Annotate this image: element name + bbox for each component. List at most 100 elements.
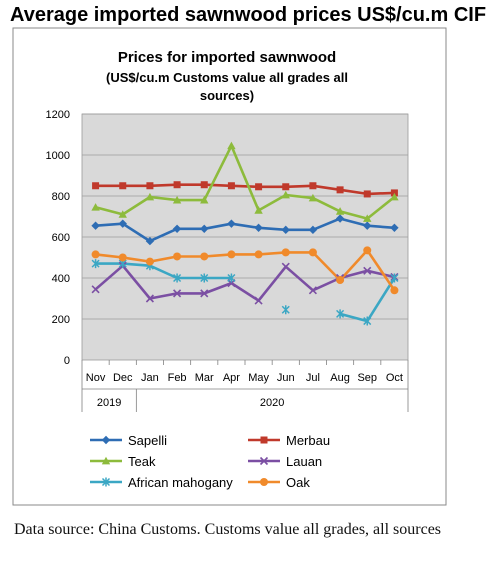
data-point-oak — [91, 250, 100, 259]
data-point-oak — [227, 250, 236, 259]
data-point-teak — [308, 193, 318, 202]
data-point-sapelli — [363, 221, 372, 230]
data-point-teak — [172, 195, 182, 204]
series-line-sapelli — [95, 217, 395, 243]
x-tick-label: Mar — [195, 372, 214, 384]
chart-title: Prices for imported sawnwood — [118, 49, 336, 66]
data-point-merbau — [227, 182, 235, 190]
legend-marker-lauan — [259, 456, 269, 466]
data-point-merbau — [173, 181, 181, 189]
data-point-lauan — [308, 286, 317, 295]
data-point-sapelli — [254, 223, 263, 232]
y-tick-label: 1200 — [46, 109, 70, 121]
line-chart: Prices for imported sawnwood (US$/cu.m C… — [12, 27, 447, 506]
legend-label-merbau: Merbau — [286, 433, 330, 448]
data-point-teak — [335, 207, 345, 215]
page-heading: Average imported sawnwood prices US$/cu.… — [10, 4, 486, 26]
data-point-sapelli — [200, 224, 209, 233]
data-point-teak — [390, 192, 399, 201]
x-tick-label: Sep — [357, 372, 377, 384]
data-point-african-mahogany — [91, 259, 100, 269]
data-point-teak — [118, 210, 127, 218]
x-tick-label: Feb — [168, 372, 187, 384]
x-tick-label: Jul — [306, 372, 320, 384]
year-label: 2019 — [97, 397, 121, 409]
data-point-oak — [173, 252, 182, 261]
data-source-note: Data source: China Customs. Customs valu… — [14, 521, 442, 538]
data-point-oak — [200, 252, 209, 261]
data-point-oak — [254, 250, 263, 259]
chart-subtitle-line-1: (US$/cu.m Customs value all grades all — [106, 70, 348, 85]
data-point-merbau — [255, 183, 263, 191]
data-point-lauan — [200, 289, 209, 298]
data-point-teak — [227, 141, 236, 150]
legend-marker-teak — [101, 456, 111, 465]
x-tick-label: Dec — [113, 372, 133, 384]
data-point-lauan — [91, 285, 100, 294]
data-point-oak — [145, 257, 154, 266]
data-point-lauan — [281, 262, 290, 271]
legend-marker-african-mahogany — [101, 477, 111, 487]
data-point-sapelli — [281, 225, 290, 235]
data-point-lauan — [363, 266, 372, 275]
x-tick-label: Oct — [386, 372, 403, 384]
data-point-sapelli — [172, 224, 182, 233]
legend-label-african-mahogany: African mahogany — [128, 475, 233, 490]
data-point-teak — [200, 195, 209, 204]
x-tick-label: Nov — [86, 372, 106, 384]
data-point-merbau — [146, 182, 154, 190]
legend-marker-merbau — [260, 436, 268, 444]
data-point-oak — [281, 248, 290, 257]
legend-label-teak: Teak — [128, 454, 156, 469]
legend-marker-oak — [260, 478, 268, 486]
data-point-sapelli — [227, 219, 236, 228]
y-tick-label: 200 — [52, 314, 70, 326]
x-tick-label: Apr — [223, 372, 240, 384]
data-point-sapelli — [91, 221, 100, 230]
data-point-african-mahogany — [281, 305, 290, 315]
data-point-teak — [91, 203, 100, 211]
legend-label-lauan: Lauan — [286, 454, 322, 469]
data-point-african-mahogany — [336, 309, 345, 319]
data-point-oak — [308, 248, 317, 257]
y-tick-label: 400 — [52, 273, 70, 285]
data-point-sapelli — [335, 214, 345, 223]
y-tick-label: 1000 — [46, 150, 70, 162]
data-point-teak — [363, 214, 372, 222]
data-point-merbau — [282, 183, 290, 191]
data-point-oak — [336, 276, 345, 285]
data-point-lauan — [173, 289, 182, 298]
legend-label-oak: Oak — [286, 475, 310, 490]
data-point-merbau — [336, 186, 344, 194]
y-tick-label: 800 — [52, 191, 70, 203]
data-point-merbau — [363, 190, 371, 198]
legend-marker-sapelli — [101, 435, 111, 445]
y-tick-label: 600 — [52, 232, 70, 244]
data-point-oak — [390, 286, 399, 295]
data-point-merbau — [92, 182, 100, 190]
data-point-teak — [254, 206, 263, 214]
legend-label-sapelli: Sapelli — [128, 433, 167, 448]
data-point-teak — [281, 190, 290, 199]
data-point-african-mahogany — [227, 273, 236, 283]
x-tick-label: Jun — [277, 372, 295, 384]
series-line-oak — [95, 249, 396, 292]
year-label: 2020 — [260, 397, 284, 409]
x-tick-label: Jan — [141, 372, 159, 384]
data-point-african-mahogany — [173, 273, 182, 283]
data-point-sapelli — [118, 219, 127, 228]
data-point-african-mahogany — [363, 316, 372, 326]
data-point-sapelli — [308, 225, 318, 235]
data-point-lauan — [145, 294, 154, 303]
data-point-oak — [363, 246, 372, 255]
x-tick-label: May — [248, 372, 269, 384]
data-point-oak — [118, 253, 127, 262]
data-point-merbau — [119, 182, 127, 190]
chart-subtitle-line-2: sources) — [200, 88, 254, 103]
data-point-sapelli — [145, 236, 155, 246]
data-point-sapelli — [390, 223, 399, 232]
data-point-teak — [145, 192, 155, 201]
x-tick-label: Aug — [330, 372, 350, 384]
series-line-merbau — [95, 183, 395, 196]
series-line-teak — [95, 144, 396, 220]
